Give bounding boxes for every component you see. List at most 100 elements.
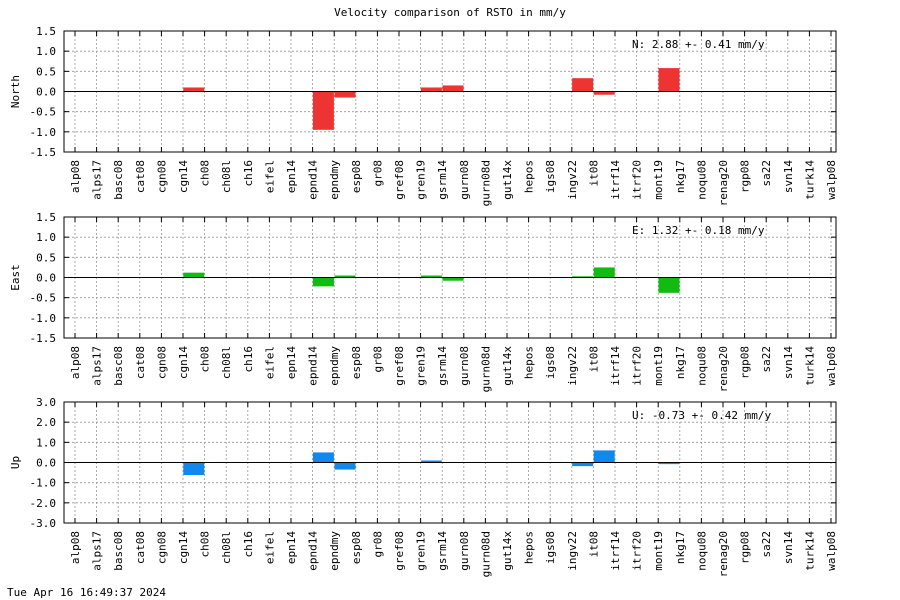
chart2-ytick-label: -1.0 [30, 477, 57, 490]
chart2-xtick-label-basc08: basc08 [112, 531, 125, 571]
chart0-xtick-label-gref08: gref08 [393, 160, 406, 200]
chart0-xtick-label-itrf20: itrf20 [631, 160, 644, 200]
chart1-xtick-label-turk14: turk14 [803, 346, 816, 386]
chart1-xtick-label-cat08: cat08 [134, 346, 147, 379]
chart0-xtick-label-igs08: igs08 [544, 160, 557, 193]
chart2-xtick-label-nkg17: nkg17 [674, 531, 687, 564]
chart0-xtick-label-cgn14: cgn14 [177, 160, 190, 193]
chart0-xtick-label-noqu08: noqu08 [695, 160, 708, 200]
chart2-frame [63, 401, 837, 524]
chart0-ytick-label: 1.5 [36, 25, 56, 38]
chart2-xtick-label-turk14: turk14 [803, 531, 816, 571]
chart1-xtick-label-alps17: alps17 [91, 346, 104, 386]
chart2-xtick-label-cgn08: cgn08 [155, 531, 168, 564]
chart1-bar-gsrm14 [442, 277, 464, 281]
chart0-annotation: N: 2.88 +- 0.41 mm/y [632, 38, 765, 51]
chart2-bar-epndmy [334, 462, 356, 470]
chart0-ytick-label: -1.0 [30, 126, 57, 139]
chart0-xtick-label-ch16: ch16 [242, 160, 255, 187]
chart1-ytick-label: -1.0 [30, 312, 57, 325]
chart1-xtick-label-cgn08: cgn08 [155, 346, 168, 379]
chart0-bar-gren19 [420, 87, 442, 92]
chart1-xtick-label-gr08: gr08 [371, 346, 384, 373]
chart0-xtick-label-sa22: sa22 [760, 160, 773, 187]
chart1-xtick-label-eifel: eifel [263, 346, 276, 379]
chart0-xtick-label-hepos: hepos [523, 160, 536, 193]
chart1-xtick-label-it08: it08 [587, 346, 600, 373]
chart0-xtick-label-alps17: alps17 [91, 160, 104, 200]
chart0-bar-gsrm14 [442, 85, 464, 92]
chart0-xtick-label-walp08: walp08 [825, 160, 838, 200]
chart0-xtick-label-nkg17: nkg17 [674, 160, 687, 193]
chart1-xtick-label-gsrm14: gsrm14 [436, 346, 449, 386]
chart2-xtick-label-igs08: igs08 [544, 531, 557, 564]
chart2-ylabel: Up [9, 456, 22, 469]
chart0-xtick-label-cat08: cat08 [134, 160, 147, 193]
chart2-xtick-label-sa22: sa22 [760, 531, 773, 558]
chart0-bar-cgn14 [183, 87, 205, 92]
chart1-ytick-label: -1.5 [30, 332, 57, 345]
chart1-xtick-label-noqu08: noqu08 [695, 346, 708, 386]
chart2-xtick-label-epnd14: epnd14 [307, 531, 320, 571]
chart1-ytick-label: -0.5 [30, 292, 57, 305]
chart0-xtick-label-rgp08: rgp08 [739, 160, 752, 193]
chart1-xtick-label-gurn08: gurn08 [458, 346, 471, 386]
chart2-xtick-label-itrf20: itrf20 [631, 531, 644, 571]
chart0-bar-ingv22 [572, 78, 594, 92]
chart1-xtick-label-itrf14: itrf14 [609, 346, 622, 386]
chart0-xtick-label-eifel: eifel [263, 160, 276, 193]
chart0-xtick-label-basc08: basc08 [112, 160, 125, 200]
chart-title: Velocity comparison of RSTO in mm/y [334, 6, 566, 19]
chart2-xtick-label-hepos: hepos [523, 531, 536, 564]
chart1-bar-gren19 [420, 275, 442, 278]
chart2-xtick-label-it08: it08 [587, 531, 600, 558]
chart1-xtick-label-itrf20: itrf20 [631, 346, 644, 386]
chart2-xtick-label-ch08: ch08 [199, 531, 212, 558]
chart1-ytick-label: 0.0 [36, 272, 56, 285]
chart0-xtick-label-gsrm14: gsrm14 [436, 160, 449, 200]
chart1-bar-cgn14 [183, 272, 205, 278]
chart1-xtick-label-mont19: mont19 [652, 346, 665, 386]
chart0-ytick-label: -1.5 [30, 146, 57, 159]
chart0-xtick-label-alp08: alp08 [69, 160, 82, 193]
chart0-bar-epndmy [334, 91, 356, 98]
chart1-xtick-label-gren19: gren19 [415, 346, 428, 386]
chart1-annotation: E: 1.32 +- 0.18 mm/y [632, 224, 765, 237]
chart0-xtick-label-ch08: ch08 [199, 160, 212, 187]
chart1-xtick-label-gut14x: gut14x [501, 346, 514, 386]
chart2-xtick-label-gref08: gref08 [393, 531, 406, 571]
chart1-xtick-label-rgp08: rgp08 [739, 346, 752, 379]
chart0-xtick-label-mont19: mont19 [652, 160, 665, 200]
chart2-xtick-label-gr08: gr08 [371, 531, 384, 558]
chart2-xtick-label-svn14: svn14 [782, 531, 795, 564]
chart2-xtick-label-gut14x: gut14x [501, 531, 514, 571]
chart0-xtick-label-ch08l: ch08l [220, 160, 233, 193]
chart1-xtick-label-cgn14: cgn14 [177, 346, 190, 379]
chart2-xtick-label-ingv22: ingv22 [566, 531, 579, 571]
chart1-xtick-label-epn14: epn14 [285, 346, 298, 379]
chart2-ytick-label: -2.0 [30, 497, 57, 510]
chart0-xtick-label-gren19: gren19 [415, 160, 428, 200]
chart0-ytick-label: 0.5 [36, 65, 56, 78]
chart0-ytick-label: -0.5 [30, 106, 57, 119]
chart2-xtick-label-gurn08: gurn08 [458, 531, 471, 571]
chart2-xtick-label-epndmy: epndmy [328, 531, 341, 571]
chart1-xtick-label-hepos: hepos [523, 346, 536, 379]
chart2-bar-it08 [593, 450, 615, 463]
chart0-xtick-label-gut14x: gut14x [501, 160, 514, 200]
chart1-bar-mont19 [658, 277, 680, 293]
chart2-xtick-label-epn14: epn14 [285, 531, 298, 564]
chart1-ytick-label: 1.5 [36, 211, 56, 224]
chart2-ytick-label: -3.0 [30, 517, 57, 530]
timestamp: Tue Apr 16 16:49:37 2024 [7, 586, 166, 599]
chart2-bar-epnd14 [312, 452, 334, 463]
chart1-xtick-label-ingv22: ingv22 [566, 346, 579, 386]
chart2-xtick-label-gsrm14: gsrm14 [436, 531, 449, 571]
chart0-xtick-label-svn14: svn14 [782, 160, 795, 193]
chart1-bar-ingv22 [572, 276, 594, 278]
chart0-ytick-label: 1.0 [36, 45, 56, 58]
chart1-xtick-label-walp08: walp08 [825, 346, 838, 386]
chart0-xtick-label-itrf14: itrf14 [609, 160, 622, 200]
chart1-xtick-label-alp08: alp08 [69, 346, 82, 379]
chart1-xtick-label-esp08: esp08 [350, 346, 363, 379]
